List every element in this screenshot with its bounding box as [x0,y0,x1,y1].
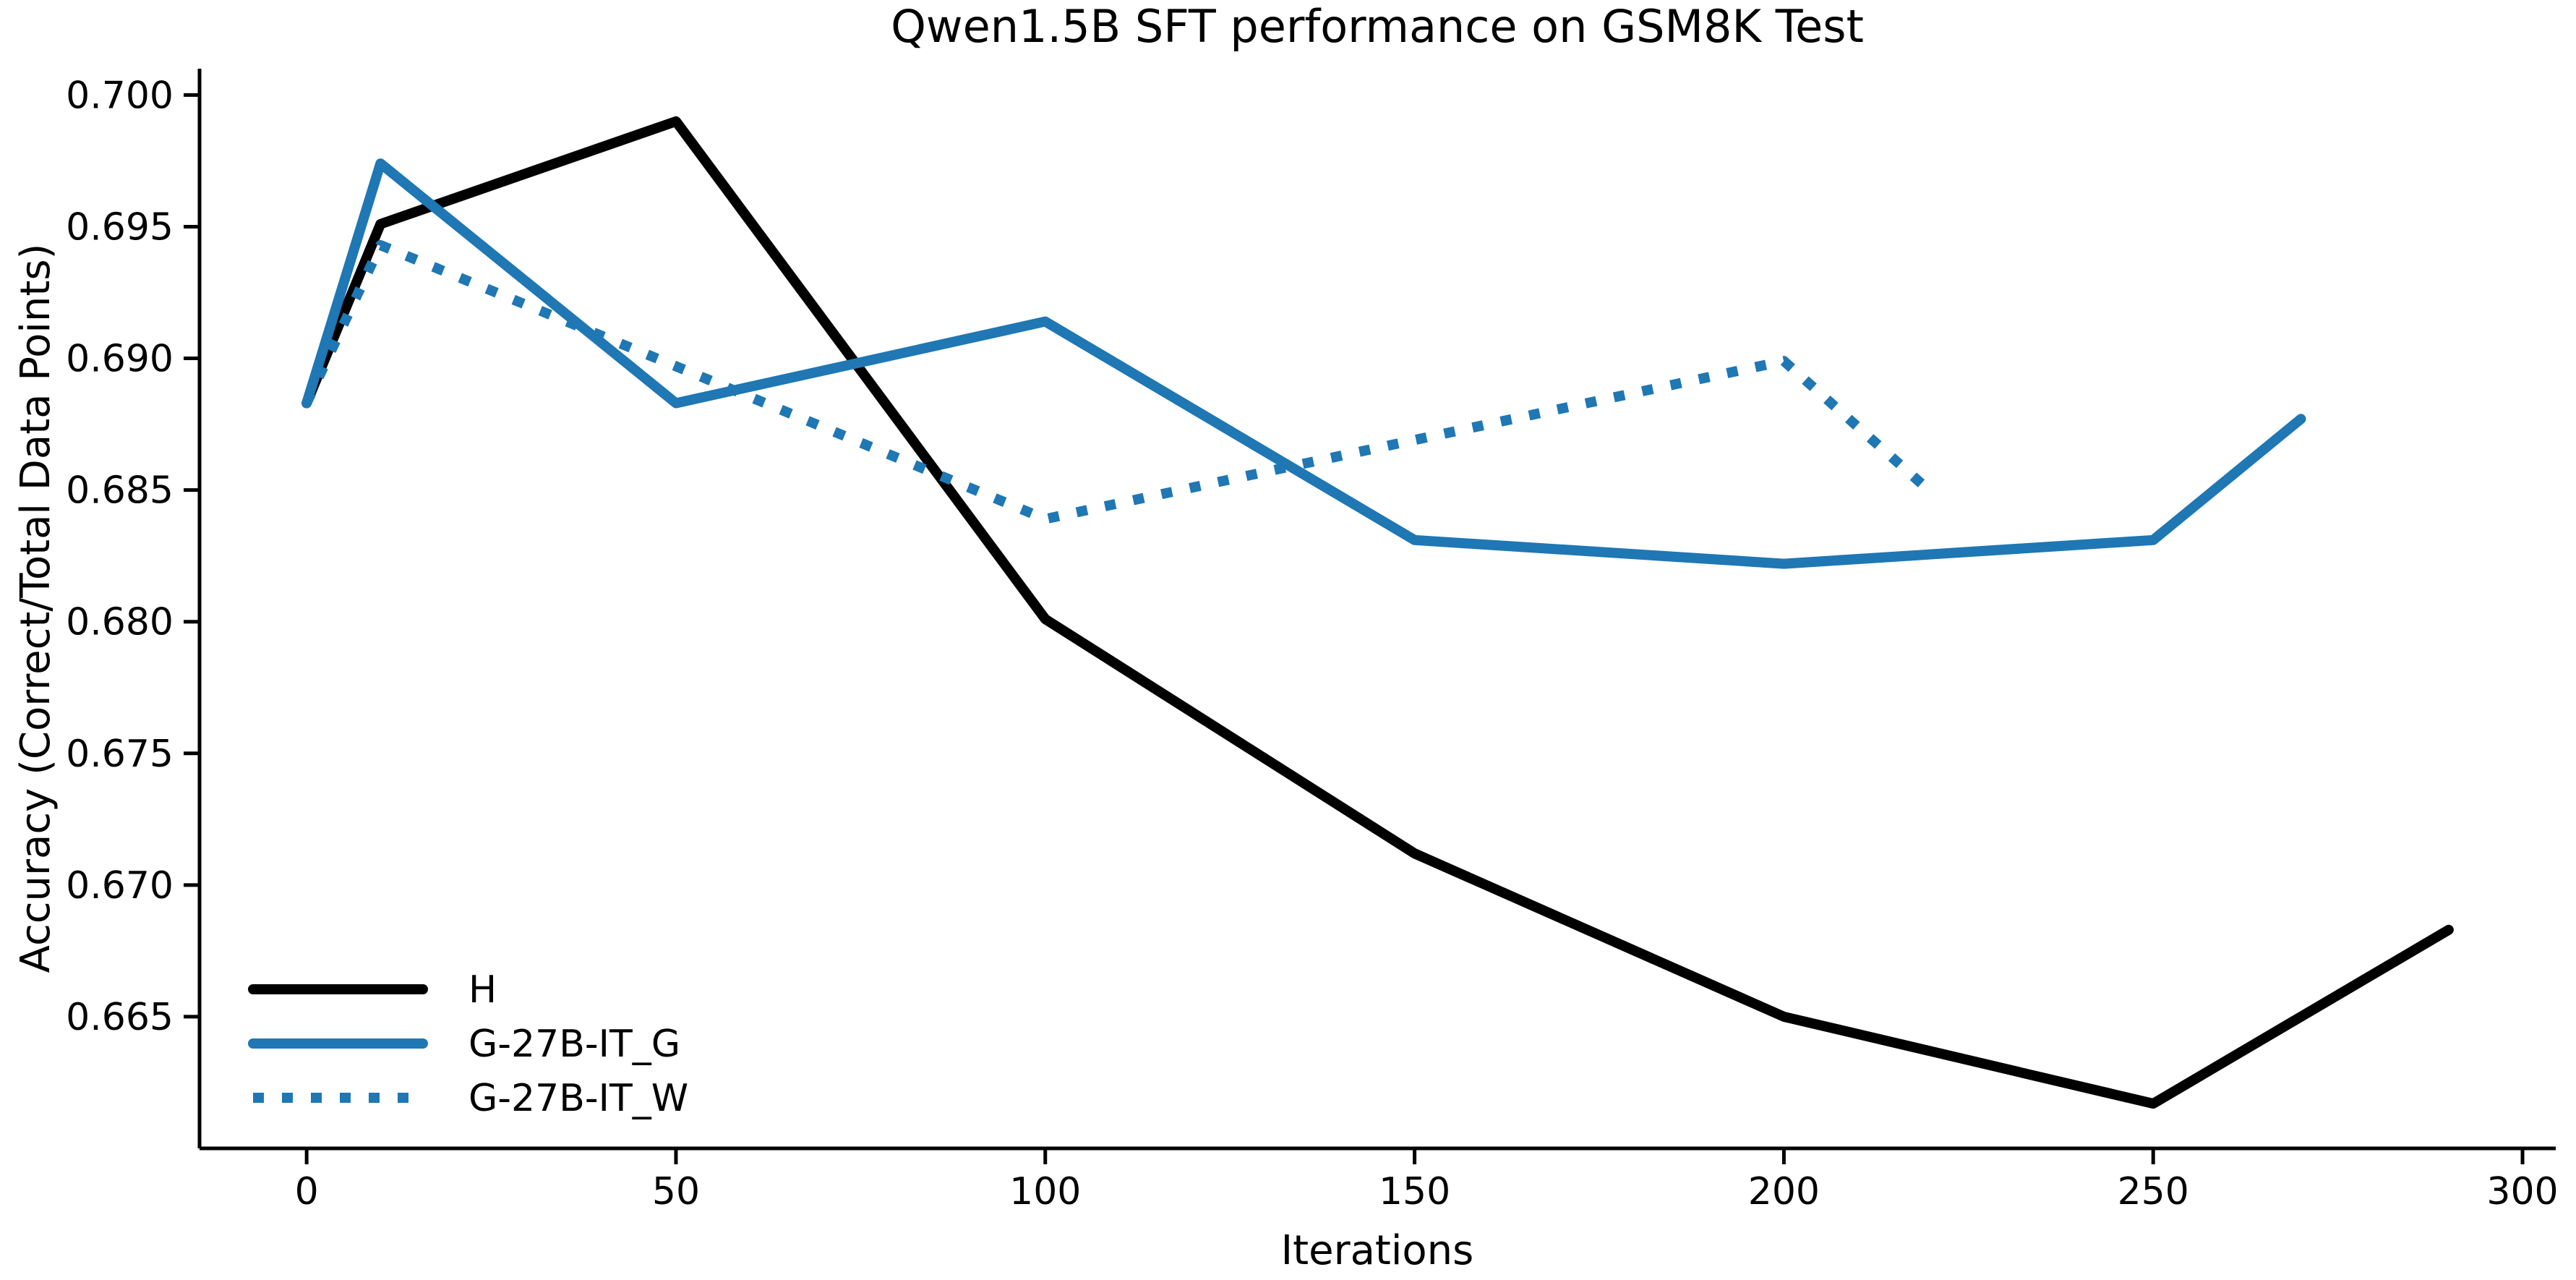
y-tick-label: 0.670 [66,864,174,908]
x-tick-label: 50 [652,1170,700,1213]
x-tick-label: 200 [1748,1170,1820,1213]
legend-label-G-27B-IT_W: G-27B-IT_W [468,1077,688,1120]
x-tick-label: 100 [1009,1170,1081,1213]
x-tick-label: 250 [2118,1170,2189,1213]
ticks-layer: 0 50 100 150 200 250 300 0.665 0.670 0.675 0.680 0.… [66,74,2559,1213]
y-tick-label: 0.680 [66,601,174,644]
series-layer [301,116,2454,1109]
legend-label-G-27B-IT_G: G-27B-IT_G [468,1023,680,1066]
x-axis-label: Iterations [1281,1227,1474,1274]
x-tick-label: 300 [2486,1170,2558,1213]
series-line-H [301,116,2454,1109]
x-tick-label: 150 [1379,1170,1450,1213]
legend-label-H: H [468,968,497,1012]
x-tick-label: 0 [295,1170,319,1213]
y-tick-label: 0.700 [66,74,174,117]
y-tick-label: 0.665 [66,996,174,1039]
legend: H G-27B-IT_G G-27B-IT_W [248,968,688,1120]
series-line-G-27B-IT_G [301,158,2306,569]
chart-title: Qwen1.5B SFT performance on GSM8K Test [891,0,1864,53]
y-tick-label: 0.675 [66,733,174,776]
series-line-G-27B-IT_W [301,240,1935,524]
y-tick-label: 0.695 [66,205,174,249]
y-tick-label: 0.685 [66,469,174,513]
axes-spines [197,69,2556,1151]
y-axis-label: Accuracy (Correct/Total Data Points) [12,244,59,973]
y-tick-label: 0.690 [66,338,174,381]
